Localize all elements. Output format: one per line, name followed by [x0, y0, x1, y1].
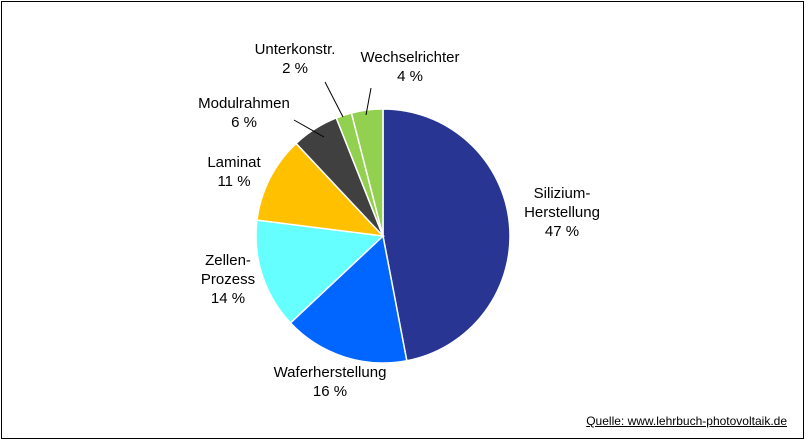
pie-slice-0	[382, 108, 511, 362]
leader-line-6	[365, 87, 372, 116]
slice-value-label: 16 %	[313, 383, 347, 400]
pie-slice-2	[255, 219, 385, 325]
slice-value-label: 47 %	[545, 223, 579, 240]
slice-category-label: Prozess	[201, 271, 255, 288]
slice-category-label: Laminat	[207, 154, 261, 171]
slices-layer	[255, 108, 511, 364]
pie-slice-1	[289, 234, 408, 364]
slice-category-label: Unterkonstr.	[255, 41, 336, 58]
slice-label-5: Unterkonstr. 2 %	[255, 41, 336, 77]
slice-value-label: 4 %	[397, 68, 423, 85]
slice-label-4: Modulrahmen 6 %	[198, 95, 290, 131]
pie-slice-3	[256, 142, 385, 238]
slice-category-label: Modulrahmen	[198, 95, 290, 112]
slice-category-label: Herstellung	[524, 204, 600, 221]
chart-frame: Silizium- Herstellung 47 % Waferherstellung…	[1, 1, 804, 439]
slice-labels-layer: Silizium- Herstellung 47 % Waferherstellung…	[198, 41, 600, 400]
slice-label-0: Silizium- Herstellung 47 %	[524, 185, 600, 240]
slice-value-label: 14 %	[211, 290, 245, 307]
slice-category-label: Zellen-	[205, 252, 251, 269]
slice-label-2: Zellen- Prozess 14 %	[201, 252, 255, 307]
pie-chart: Silizium- Herstellung 47 % Waferherstellung…	[198, 41, 600, 400]
slice-value-label: 2 %	[282, 60, 308, 77]
source-note: Quelle: www.lehrbuch-photovoltaik.de	[586, 414, 787, 428]
slice-label-6: Wechselrichter 4 %	[361, 49, 460, 85]
slice-category-label: Waferherstellung	[274, 364, 387, 381]
leader-lines-layer	[293, 81, 372, 138]
slice-label-1: Waferherstellung 16 %	[274, 364, 387, 400]
slice-category-label: Silizium-	[534, 185, 591, 202]
leader-line-5	[324, 81, 344, 118]
slice-value-label: 11 %	[217, 173, 250, 190]
slice-category-label: Wechselrichter	[361, 49, 460, 66]
slice-label-3: Laminat 11 %	[207, 154, 261, 190]
slice-value-label: 6 %	[231, 114, 257, 131]
leader-line-4	[293, 119, 325, 138]
